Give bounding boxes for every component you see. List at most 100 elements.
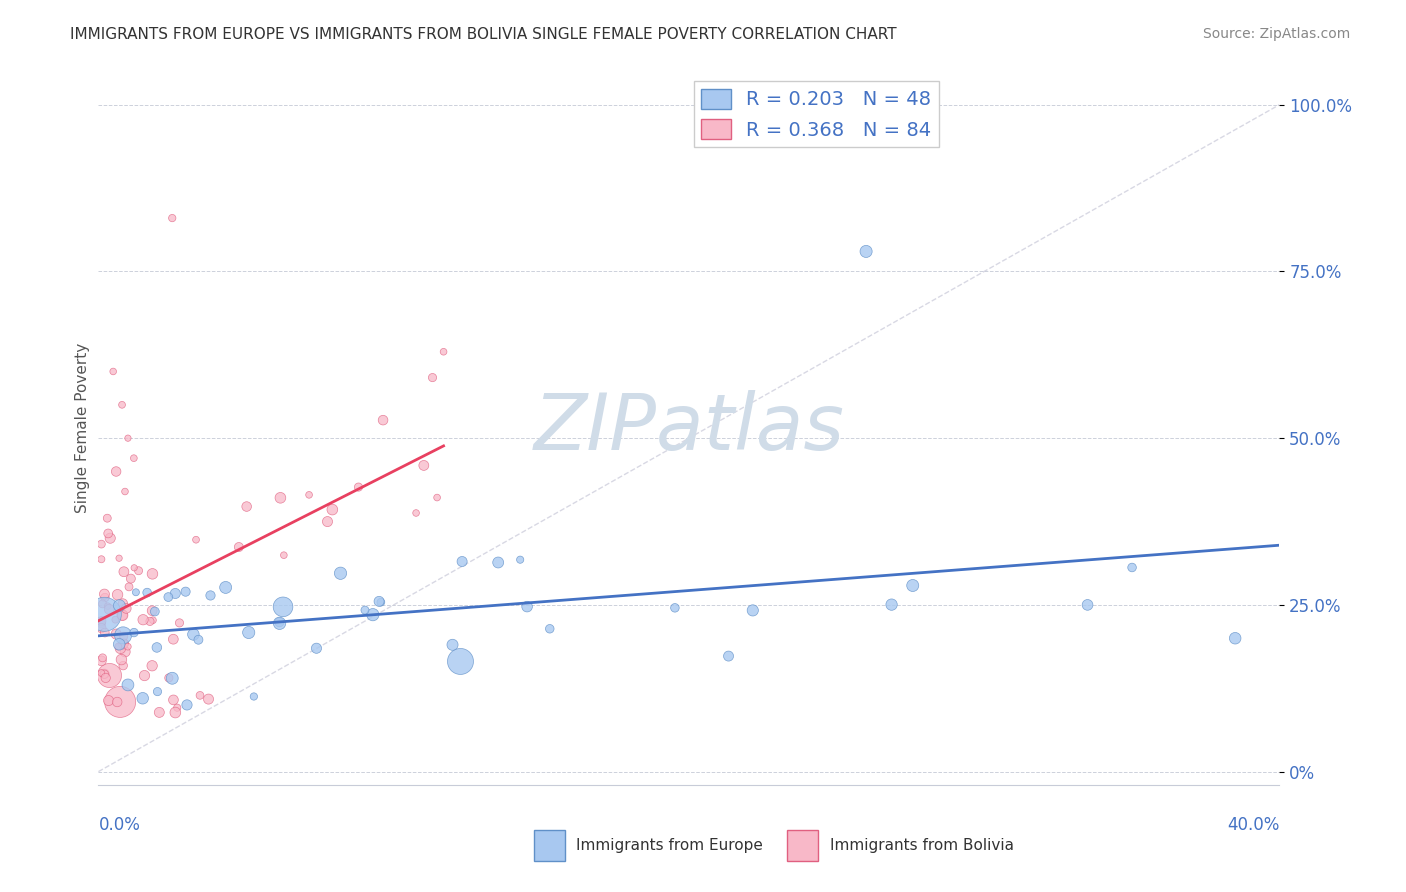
- Point: [122, 561, 145, 575]
- Point: [269, 615, 291, 630]
- Point: [108, 695, 131, 709]
- Point: [93, 607, 115, 622]
- Point: [93, 666, 115, 681]
- Point: [104, 613, 127, 627]
- Point: [368, 594, 391, 608]
- Point: [112, 637, 135, 651]
- Legend: R = 0.203   N = 48, R = 0.368   N = 84: R = 0.203 N = 48, R = 0.368 N = 84: [693, 81, 939, 147]
- Point: [110, 652, 132, 666]
- Point: [169, 615, 191, 630]
- Point: [96, 511, 118, 525]
- Point: [108, 599, 131, 613]
- Point: [112, 628, 135, 642]
- Point: [269, 616, 291, 631]
- Point: [162, 693, 184, 707]
- Point: [509, 552, 531, 566]
- Point: [269, 491, 291, 505]
- Point: [115, 601, 138, 615]
- Point: [183, 627, 205, 641]
- Point: [228, 540, 250, 554]
- Y-axis label: Single Female Poverty: Single Female Poverty: [75, 343, 90, 513]
- Point: [141, 566, 163, 581]
- Point: [105, 695, 128, 709]
- Point: [176, 698, 198, 712]
- Point: [165, 706, 187, 720]
- Point: [97, 526, 120, 541]
- Point: [128, 564, 150, 578]
- Point: [157, 671, 180, 685]
- Point: [880, 598, 903, 612]
- Point: [136, 585, 159, 599]
- Point: [141, 658, 163, 673]
- Point: [1121, 560, 1143, 574]
- Point: [94, 625, 117, 640]
- Point: [371, 413, 394, 427]
- Point: [184, 533, 207, 547]
- Point: [90, 621, 112, 635]
- Text: ZIPatlas: ZIPatlas: [533, 390, 845, 467]
- Point: [122, 451, 145, 466]
- Point: [441, 638, 464, 652]
- Point: [1077, 598, 1099, 612]
- Point: [329, 566, 352, 581]
- Point: [174, 584, 197, 599]
- Point: [118, 580, 141, 594]
- Point: [97, 693, 120, 707]
- Point: [422, 370, 444, 384]
- Point: [111, 596, 134, 610]
- Point: [98, 531, 121, 545]
- Point: [450, 655, 472, 669]
- Point: [486, 556, 509, 570]
- Point: [235, 500, 257, 514]
- Point: [90, 666, 112, 681]
- Point: [108, 551, 131, 566]
- Point: [157, 590, 180, 604]
- Point: [90, 616, 112, 631]
- Point: [111, 608, 134, 623]
- Point: [298, 488, 321, 502]
- Point: [717, 649, 740, 664]
- Point: [271, 599, 294, 614]
- Point: [146, 640, 169, 655]
- Text: 0.0%: 0.0%: [98, 816, 141, 834]
- Point: [347, 480, 370, 494]
- Point: [162, 632, 184, 647]
- Point: [305, 641, 328, 656]
- Point: [243, 690, 266, 704]
- Point: [273, 548, 295, 562]
- Point: [91, 650, 114, 665]
- Point: [114, 484, 136, 499]
- Point: [855, 244, 877, 259]
- Point: [451, 554, 474, 568]
- Point: [114, 645, 136, 659]
- Text: IMMIGRANTS FROM EUROPE VS IMMIGRANTS FROM BOLIVIA SINGLE FEMALE POVERTY CORRELAT: IMMIGRANTS FROM EUROPE VS IMMIGRANTS FRO…: [70, 27, 897, 42]
- Point: [901, 578, 924, 592]
- Point: [214, 581, 236, 595]
- Point: [108, 637, 131, 651]
- Point: [93, 587, 115, 601]
- Point: [91, 597, 114, 611]
- Point: [412, 458, 434, 473]
- Point: [200, 589, 222, 603]
- Point: [132, 691, 155, 706]
- Point: [111, 398, 134, 412]
- Point: [664, 600, 686, 615]
- Point: [162, 671, 183, 685]
- Point: [90, 552, 112, 566]
- Point: [125, 585, 148, 599]
- Point: [426, 491, 449, 505]
- Point: [90, 614, 112, 628]
- Point: [105, 465, 128, 479]
- Point: [354, 603, 377, 617]
- Text: 40.0%: 40.0%: [1227, 816, 1279, 834]
- Point: [142, 613, 165, 627]
- Point: [139, 615, 162, 629]
- Point: [117, 431, 139, 445]
- Point: [162, 211, 183, 225]
- Point: [94, 671, 117, 685]
- Point: [107, 640, 129, 654]
- Point: [146, 684, 169, 698]
- Point: [316, 515, 339, 529]
- Point: [90, 654, 112, 668]
- Point: [132, 613, 155, 627]
